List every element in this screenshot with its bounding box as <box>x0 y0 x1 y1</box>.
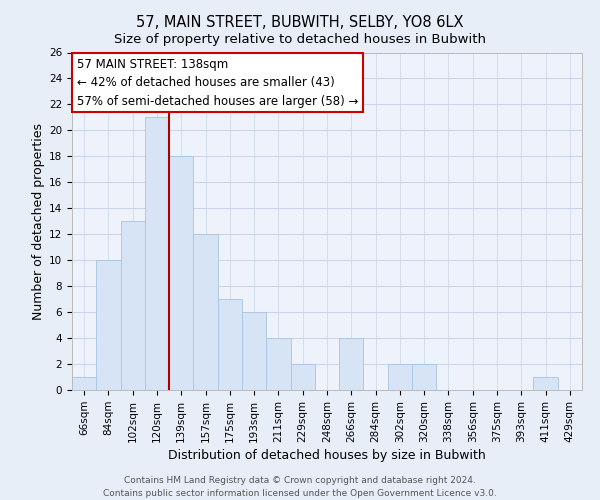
Bar <box>266 338 290 390</box>
Y-axis label: Number of detached properties: Number of detached properties <box>32 122 45 320</box>
X-axis label: Distribution of detached houses by size in Bubwith: Distribution of detached houses by size … <box>168 449 486 462</box>
Bar <box>169 156 193 390</box>
Text: Contains HM Land Registry data © Crown copyright and database right 2024.
Contai: Contains HM Land Registry data © Crown c… <box>103 476 497 498</box>
Bar <box>193 234 218 390</box>
Bar <box>145 118 169 390</box>
Text: Size of property relative to detached houses in Bubwith: Size of property relative to detached ho… <box>114 32 486 46</box>
Bar <box>533 377 558 390</box>
Text: 57, MAIN STREET, BUBWITH, SELBY, YO8 6LX: 57, MAIN STREET, BUBWITH, SELBY, YO8 6LX <box>136 15 464 30</box>
Bar <box>290 364 315 390</box>
Bar <box>218 299 242 390</box>
Bar <box>339 338 364 390</box>
Bar <box>121 221 145 390</box>
Text: 57 MAIN STREET: 138sqm
← 42% of detached houses are smaller (43)
57% of semi-det: 57 MAIN STREET: 138sqm ← 42% of detached… <box>77 58 358 108</box>
Bar <box>72 377 96 390</box>
Bar <box>242 312 266 390</box>
Bar <box>412 364 436 390</box>
Bar <box>96 260 121 390</box>
Bar <box>388 364 412 390</box>
